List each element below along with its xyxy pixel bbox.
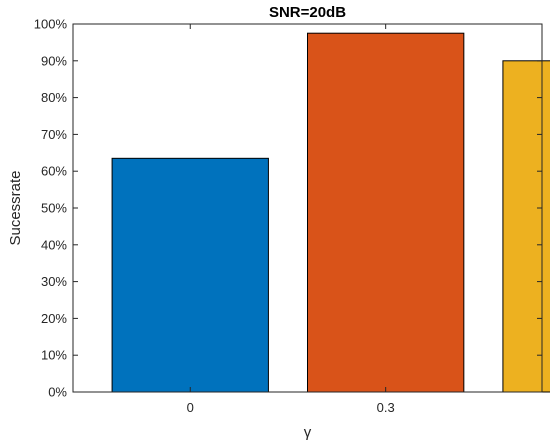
y-tick-label: 90% [41, 53, 67, 68]
x-tick-label: 0.3 [377, 400, 395, 415]
chart-title: SNR=20dB [269, 4, 346, 21]
x-ticks-group: 00.30.50.7 [187, 24, 395, 415]
y-tick-label: 100% [34, 17, 68, 32]
bar-0.5 [502, 60, 550, 393]
x-axis-label: γ [304, 424, 312, 441]
x-tick-label: 0 [187, 400, 194, 415]
y-tick-label: 10% [41, 348, 67, 363]
bar-0 [111, 157, 269, 393]
y-tick-label: 60% [41, 164, 67, 179]
y-tick-label: 80% [41, 90, 67, 105]
y-ticks-group: 0% 10% 20% 30% 40% 50% 60% 70% 80% 90% 100% [34, 17, 542, 400]
y-axis-label: Sucessrate [7, 170, 24, 245]
y-tick-label: 70% [41, 127, 67, 142]
y-tick-label: 0% [48, 385, 67, 400]
bar-0.3 [307, 32, 465, 393]
y-tick-label: 20% [41, 311, 67, 326]
y-tick-label: 40% [41, 237, 67, 252]
y-tick-label: 30% [41, 274, 67, 289]
y-tick-label: 50% [41, 201, 67, 216]
